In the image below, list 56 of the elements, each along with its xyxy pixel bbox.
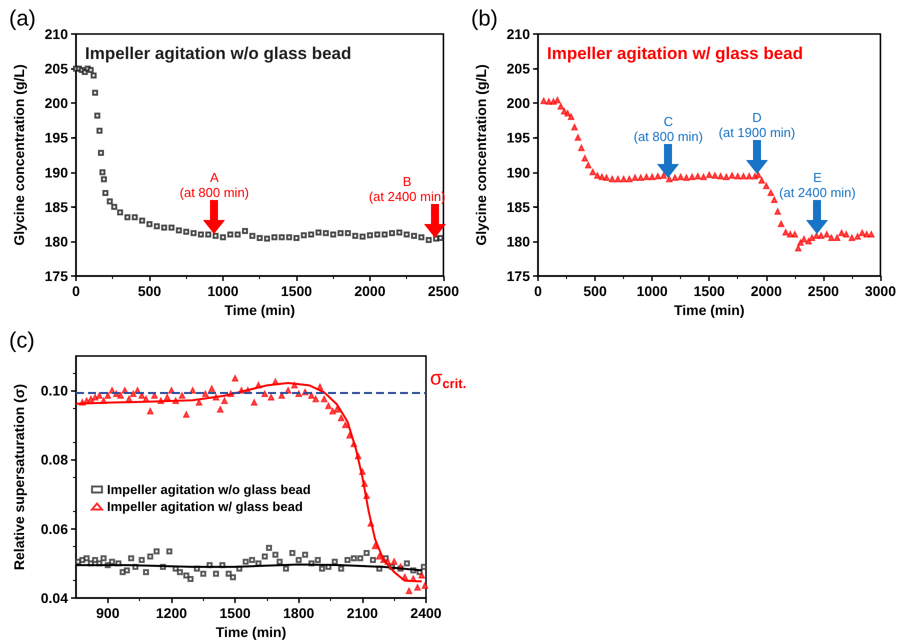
y-tick-label: 195 <box>44 130 68 146</box>
y-tick-label: 180 <box>44 233 68 250</box>
y-tick-label: 0.06 <box>40 520 68 537</box>
x-tick-label: 1500 <box>220 605 251 621</box>
x-tick-label: 2000 <box>354 283 386 299</box>
x-tick-label: 2000 <box>750 283 782 299</box>
y-tick-label: 175 <box>506 268 530 284</box>
y-tick-label: 185 <box>506 198 530 215</box>
y-tick-label: 185 <box>44 198 68 215</box>
annotation: C (at 800 min) <box>634 114 703 144</box>
x-tick-label: 500 <box>138 283 162 299</box>
annotation: A (at 800 min) <box>180 170 250 200</box>
x-tick-label: 3000 <box>864 283 896 299</box>
x-axis-title: Time (min) <box>216 624 286 640</box>
x-tick-label: 1000 <box>207 283 239 299</box>
chart-title: (c) <box>9 328 35 352</box>
y-tick-label: 200 <box>44 95 68 112</box>
x-tick-label: 2100 <box>346 605 378 621</box>
x-tick-label: 0 <box>72 283 80 299</box>
y-tick-label: 205 <box>506 60 530 77</box>
y-tick-label: 205 <box>44 60 68 77</box>
legend-label: Impeller agitation w/o glass bead <box>107 482 311 497</box>
y-tick-label: 0.10 <box>40 382 68 399</box>
y-tick-label: 175 <box>44 268 68 284</box>
y-axis-title: Glycine concentration (g/L) <box>11 64 27 246</box>
y-tick-label: 200 <box>506 95 530 112</box>
x-axis-title: Time (min) <box>224 302 295 318</box>
y-tick-label: 210 <box>44 26 68 42</box>
x-tick-label: 1500 <box>694 283 725 299</box>
y-axis-title: Relative supersaturation (σ) <box>11 384 27 570</box>
x-tick-label: 1200 <box>156 605 188 621</box>
x-tick-label: 2500 <box>808 283 840 299</box>
x-tick-label: 500 <box>583 283 607 299</box>
y-tick-label: 190 <box>506 164 530 180</box>
y-tick-label: 0.08 <box>40 452 68 468</box>
x-tick-label: 1500 <box>280 283 312 299</box>
x-tick-label: 900 <box>96 605 120 621</box>
y-tick-label: 0.04 <box>40 590 68 606</box>
y-axis-title: Glycine concentration (g/L) <box>473 64 489 246</box>
y-tick-label: 180 <box>506 233 530 250</box>
annotation: D (at 1900 min) <box>718 110 796 140</box>
legend-label: Impeller agitation w/ glass bead <box>107 499 303 514</box>
annotation: E (at 2400 min) <box>779 170 856 200</box>
text: Impeller agitation w/ glass bead <box>547 44 804 63</box>
text: Impeller agitation w/o glass bead <box>85 44 352 63</box>
chart-title: (a) <box>9 6 36 30</box>
x-axis-title: Time (min) <box>674 302 744 318</box>
x-tick-label: 1800 <box>283 605 315 621</box>
x-tick-label: 0 <box>534 283 542 299</box>
x-tick-label: 2400 <box>410 605 442 621</box>
x-tick-label: 2500 <box>428 283 460 299</box>
y-tick-label: 210 <box>506 26 530 42</box>
x-tick-label: 1000 <box>636 283 668 299</box>
chart-title: (b) <box>471 6 498 30</box>
y-tick-label: 195 <box>506 130 530 146</box>
y-tick-label: 190 <box>44 164 68 180</box>
